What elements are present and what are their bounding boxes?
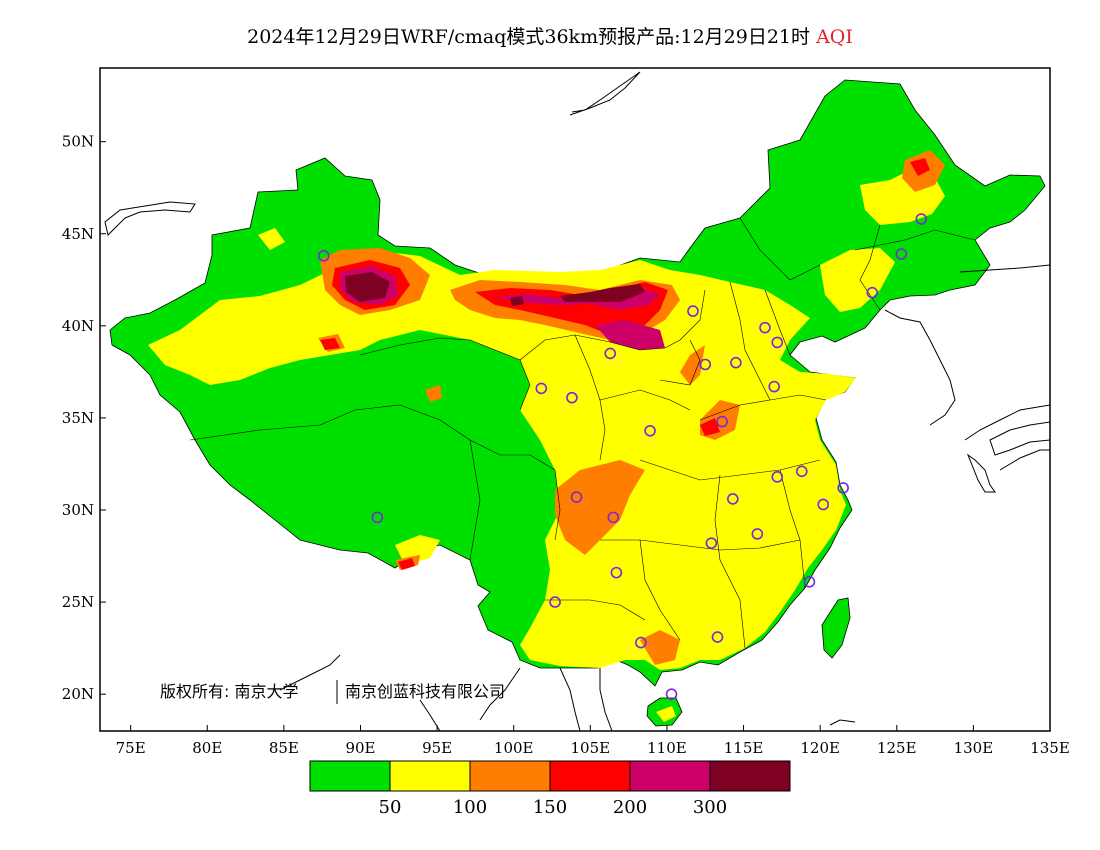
lat-tick-label: 35N <box>62 409 94 427</box>
legend-label: 100 <box>453 797 487 818</box>
copyright-right: 南京创蓝科技有限公司 <box>345 682 505 701</box>
station-marker <box>607 511 620 524</box>
station-marker <box>817 498 830 511</box>
lat-tick-label: 50N <box>62 133 94 151</box>
latitude-axis: 50N 45N 40N 35N 30N 25N 20N <box>62 133 106 703</box>
lat-tick-label: 40N <box>62 317 94 335</box>
station-marker <box>665 688 678 700</box>
region-hazardous <box>345 272 645 306</box>
lat-tick-label: 45N <box>62 225 94 243</box>
station-markers <box>317 213 928 700</box>
copyright: 版权所有: 南京大学 南京创蓝科技有限公司 <box>160 680 505 704</box>
lon-tick-label: 100E <box>494 739 534 757</box>
legend-swatch <box>629 760 711 792</box>
lon-tick-label: 130E <box>954 739 994 757</box>
station-marker <box>317 250 330 262</box>
lat-tick-label: 20N <box>62 685 94 703</box>
lon-tick-label: 85E <box>269 739 299 757</box>
aqi-legend: 50 100 150 200 300 <box>309 760 791 818</box>
station-marker <box>535 382 548 395</box>
station-marker <box>803 576 816 588</box>
legend-swatch <box>469 760 551 792</box>
station-marker <box>371 511 384 524</box>
legend-label: 150 <box>533 797 567 818</box>
longitude-axis: 75E 80E 85E 90E 95E 100E 105E 110E 115E 120E 125E 1… <box>116 725 1070 757</box>
station-marker <box>915 213 928 225</box>
station-marker <box>795 465 808 478</box>
map-title: 2024年12月29日WRF/cmaq模式36km预报产品:12月29日21时 … <box>0 22 1100 49</box>
lon-tick-label: 125E <box>877 739 917 757</box>
station-marker <box>730 356 742 369</box>
station-marker <box>771 471 784 483</box>
legend-label: 50 <box>379 797 402 818</box>
legend-label: 200 <box>613 797 647 818</box>
station-marker <box>604 347 617 360</box>
station-marker <box>705 537 718 549</box>
station-marker <box>610 566 623 579</box>
title-main: 2024年12月29日WRF/cmaq模式36km预报产品:12月29日21时 <box>247 26 811 48</box>
station-marker <box>771 336 784 349</box>
legend-swatch <box>549 760 631 792</box>
island-taiwan <box>821 597 851 659</box>
legend-label: 300 <box>693 797 727 818</box>
copyright-left: 版权所有: 南京大学 <box>160 682 298 701</box>
lon-tick-label: 75E <box>116 739 146 757</box>
station-marker <box>711 631 724 643</box>
station-marker <box>759 321 771 334</box>
station-marker <box>768 380 780 393</box>
station-marker <box>644 425 656 437</box>
station-marker <box>895 248 908 260</box>
lon-tick-label: 135E <box>1030 739 1070 757</box>
lat-tick-label: 25N <box>62 593 94 611</box>
lon-tick-label: 105E <box>571 739 611 757</box>
station-marker <box>566 391 578 404</box>
legend-swatch <box>709 760 791 792</box>
station-marker <box>570 491 583 503</box>
station-marker <box>866 286 879 299</box>
station-marker <box>549 596 561 608</box>
legend-swatch <box>389 760 471 792</box>
station-marker <box>716 415 728 428</box>
lat-tick-label: 30N <box>62 501 94 519</box>
station-marker <box>635 636 647 649</box>
lon-tick-label: 80E <box>192 739 222 757</box>
lon-tick-label: 110E <box>647 739 687 757</box>
station-marker <box>837 482 849 494</box>
station-marker <box>687 305 699 317</box>
station-marker <box>751 528 764 540</box>
title-variable: AQI <box>816 26 853 48</box>
neighbour-borders <box>104 71 1050 731</box>
station-marker <box>727 493 739 505</box>
map-content <box>104 71 1050 731</box>
lon-tick-label: 95E <box>422 739 452 757</box>
legend-swatch <box>309 760 391 792</box>
lon-tick-label: 120E <box>800 739 840 757</box>
station-marker <box>699 358 712 371</box>
lon-tick-label: 90E <box>345 739 375 757</box>
province-boundaries <box>189 217 976 649</box>
lon-tick-label: 115E <box>724 739 764 757</box>
